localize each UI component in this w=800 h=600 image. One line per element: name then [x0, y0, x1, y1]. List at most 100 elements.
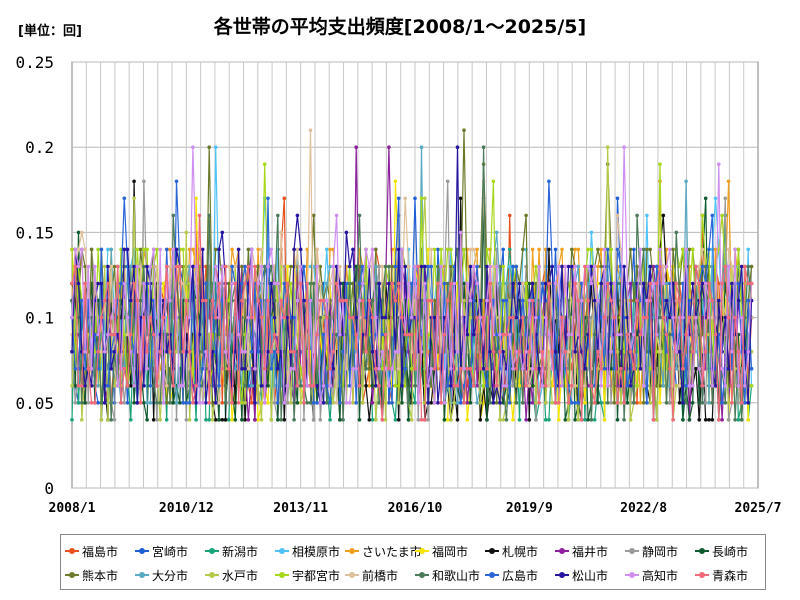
data-point [681, 247, 685, 252]
data-point [641, 281, 646, 286]
data-point [586, 247, 590, 252]
data-point [347, 315, 352, 320]
data-point [315, 247, 319, 252]
data-point [589, 247, 594, 252]
data-point [521, 281, 525, 286]
legend-swatch [625, 570, 639, 580]
data-point [436, 264, 440, 269]
data-point [400, 384, 404, 388]
data-point [262, 162, 267, 166]
data-point [739, 401, 744, 405]
data-point [432, 247, 437, 252]
data-point [328, 281, 332, 286]
data-point [318, 418, 323, 422]
x-tick-label: 2016/10 [388, 501, 443, 516]
data-point [406, 401, 411, 405]
legend-label: 和歌山市 [432, 568, 481, 583]
data-point [181, 349, 185, 354]
data-point [259, 384, 264, 388]
data-point [220, 401, 225, 405]
data-point [491, 179, 496, 184]
data-point [334, 401, 339, 405]
data-point [521, 401, 525, 405]
data-point [282, 264, 287, 269]
data-point [393, 179, 398, 184]
data-point [364, 366, 368, 371]
data-point [530, 384, 535, 388]
data-point [521, 366, 525, 371]
data-point [351, 247, 355, 252]
y-tick-label: 0.2 [25, 138, 54, 157]
data-point [694, 366, 698, 371]
data-point [279, 418, 283, 422]
data-point [148, 384, 153, 388]
data-point [266, 196, 270, 201]
data-point [89, 401, 94, 405]
data-point [720, 366, 724, 371]
data-point [364, 349, 368, 354]
data-point [236, 401, 241, 405]
data-point [592, 298, 597, 303]
data-point [700, 247, 705, 252]
data-point [178, 384, 182, 388]
legend-item: 青森市 [695, 565, 748, 585]
data-point [622, 418, 626, 422]
legend: 福島市 宮崎市 新潟市 相模原市 さいたま市 福岡市 札幌市 福井市 静岡市 長崎市 熊本市 大分市… [60, 534, 766, 590]
data-point [227, 418, 231, 422]
data-point [328, 384, 332, 388]
data-point [439, 401, 443, 405]
data-point [534, 401, 538, 405]
data-point [142, 315, 146, 320]
data-point [710, 418, 715, 422]
data-point [367, 366, 372, 371]
data-point [200, 247, 205, 252]
data-point [377, 366, 381, 371]
data-point [413, 384, 417, 388]
data-point [194, 196, 198, 201]
data-point [246, 247, 251, 252]
data-point [249, 247, 254, 252]
data-point [703, 401, 708, 405]
data-point [70, 384, 74, 388]
data-point [413, 264, 417, 269]
data-point [681, 418, 685, 422]
data-point [125, 401, 130, 405]
data-point [80, 401, 84, 405]
data-point [380, 264, 385, 269]
data-point [338, 418, 342, 422]
data-point [256, 418, 261, 422]
x-tick-label: 2019/9 [506, 501, 553, 516]
data-point [733, 247, 737, 252]
legend-label: 静岡市 [642, 544, 679, 559]
data-point [370, 418, 375, 422]
data-point [530, 247, 535, 252]
data-point [426, 401, 430, 405]
data-point [468, 401, 473, 405]
data-point [390, 281, 394, 286]
data-point [586, 418, 590, 422]
data-point [259, 315, 264, 320]
data-point [668, 315, 672, 320]
legend-item: 静岡市 [625, 541, 678, 561]
data-point [432, 315, 437, 320]
legend-item: 福岡市 [415, 541, 468, 561]
data-point [668, 332, 672, 337]
data-point [73, 247, 78, 252]
data-point [390, 401, 394, 405]
data-point [262, 264, 267, 269]
data-point [612, 315, 617, 320]
data-point [720, 281, 724, 286]
data-point [132, 179, 136, 184]
data-point [481, 401, 486, 405]
legend-item: 相模原市 [275, 541, 340, 561]
data-point [658, 247, 662, 252]
data-point [589, 384, 594, 388]
data-point [674, 230, 679, 235]
data-point [96, 281, 100, 286]
data-point [93, 264, 97, 269]
data-point [645, 247, 649, 252]
data-point [374, 264, 378, 269]
data-point [276, 349, 280, 354]
data-point [266, 384, 270, 388]
data-point [380, 315, 385, 320]
